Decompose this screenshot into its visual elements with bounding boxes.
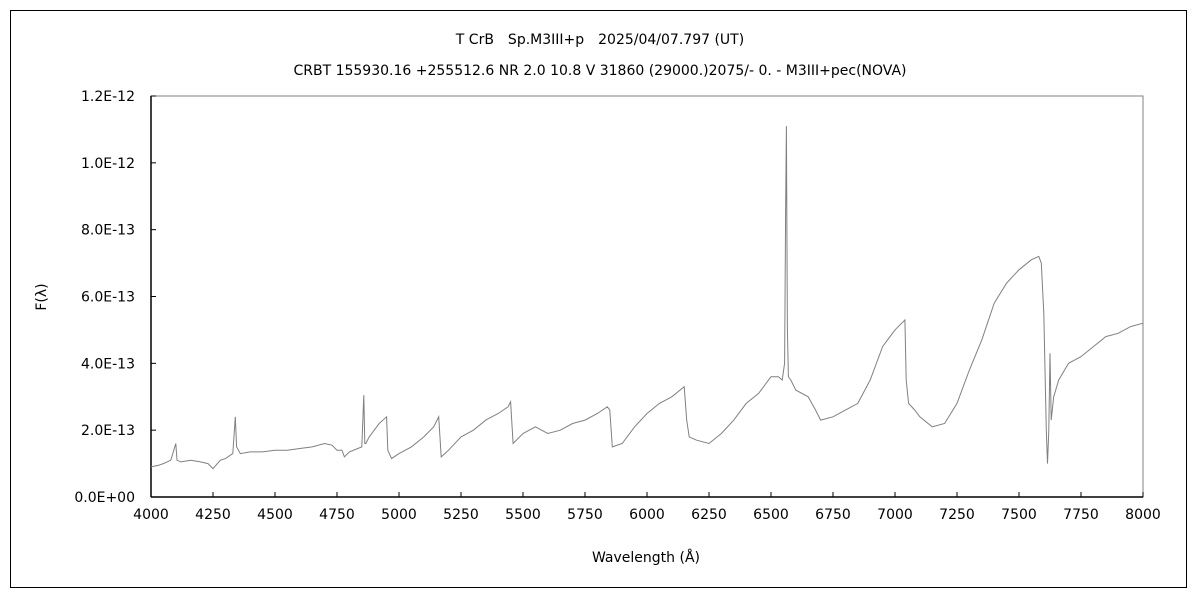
- chart-subtitle: CRBT 155930.16 +255512.6 NR 2.0 10.8 V 3…: [293, 63, 906, 79]
- x-tick-label: 7500: [1001, 507, 1037, 523]
- y-tick-label: 1.0E-12: [81, 156, 135, 172]
- x-tick-label: 7250: [939, 507, 975, 523]
- y-tick-label: 1.2E-12: [81, 89, 135, 105]
- y-tick-label: 6.0E-13: [81, 290, 135, 306]
- y-tick-label: 2.0E-13: [81, 423, 135, 439]
- chart-frame: [10, 10, 1187, 588]
- x-tick-label: 7750: [1063, 507, 1099, 523]
- chart-title: T CrB Sp.M3III+p 2025/04/07.797 (UT): [455, 32, 744, 48]
- x-tick-label: 8000: [1125, 507, 1161, 523]
- y-tick-label: 0.0E+00: [74, 490, 135, 506]
- spectrum-line: [150, 126, 1144, 470]
- x-tick-label: 4750: [319, 507, 355, 523]
- x-tick-label: 4250: [195, 507, 231, 523]
- x-tick-label: 5250: [443, 507, 479, 523]
- x-axis-label: Wavelength (Å): [592, 549, 700, 566]
- plot-area: [150, 95, 1144, 498]
- x-tick-label: 6250: [691, 507, 727, 523]
- x-tick-label: 5750: [567, 507, 603, 523]
- y-tick-label: 4.0E-13: [81, 356, 135, 372]
- x-tick-label: 6750: [815, 507, 851, 523]
- x-tick-label: 7000: [877, 507, 913, 523]
- x-tick-label: 4500: [257, 507, 293, 523]
- y-axis-label: F(λ): [34, 283, 50, 310]
- x-tick-label: 5500: [505, 507, 541, 523]
- y-tick-label: 8.0E-13: [81, 223, 135, 239]
- x-tick-label: 4000: [133, 507, 169, 523]
- x-tick-label: 6000: [629, 507, 665, 523]
- x-tick-label: 6500: [753, 507, 789, 523]
- x-tick-label: 5000: [381, 507, 417, 523]
